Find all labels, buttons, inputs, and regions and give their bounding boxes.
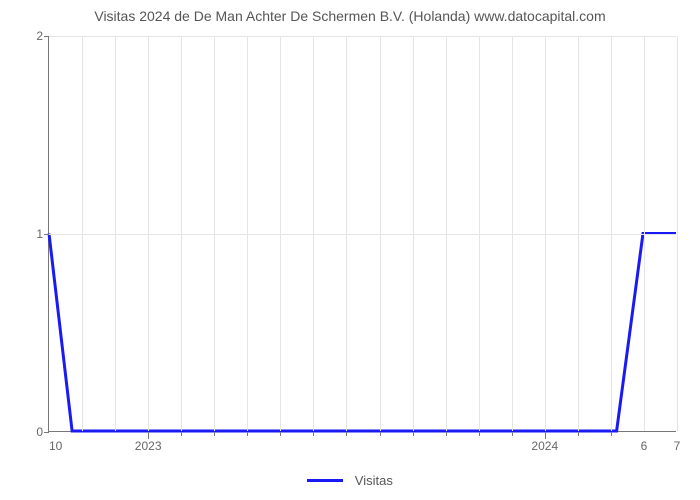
grid-line-horizontal (49, 234, 676, 235)
x-tick-label: 7 (674, 431, 681, 453)
legend: Visitas (0, 472, 700, 488)
x-tick-label: 2023 (135, 431, 162, 453)
grid-line-vertical (677, 36, 678, 431)
x-tick-mark-minor (214, 432, 215, 436)
x-tick-mark-minor (247, 432, 248, 436)
x-tick-mark-minor (413, 432, 414, 436)
plot-area: 012202320241067 (48, 36, 676, 432)
chart-container: Visitas 2024 de De Man Achter De Scherme… (0, 0, 700, 500)
x-tick-label: 2024 (531, 431, 558, 453)
data-series-line (49, 234, 676, 432)
y-tick-mark (44, 234, 49, 235)
x-tick-mark-minor (181, 432, 182, 436)
grid-line-horizontal (49, 36, 676, 37)
x-tick-mark-minor (280, 432, 281, 436)
x-tick-mark-minor (512, 432, 513, 436)
x-tick-mark-minor (346, 432, 347, 436)
y-tick-mark (44, 36, 49, 37)
chart-title: Visitas 2024 de De Man Achter De Scherme… (0, 8, 700, 24)
legend-label: Visitas (355, 473, 393, 488)
x-tick-mark-minor (313, 432, 314, 436)
x-tick-mark-minor (380, 432, 381, 436)
x-tick-mark-minor (446, 432, 447, 436)
x-tick-mark-minor (578, 432, 579, 436)
x-tick-label: 6 (641, 431, 648, 453)
legend-swatch (307, 479, 343, 482)
x-tick-mark-minor (611, 432, 612, 436)
x-tick-mark-minor (479, 432, 480, 436)
x-origin-label: 10 (49, 431, 62, 453)
